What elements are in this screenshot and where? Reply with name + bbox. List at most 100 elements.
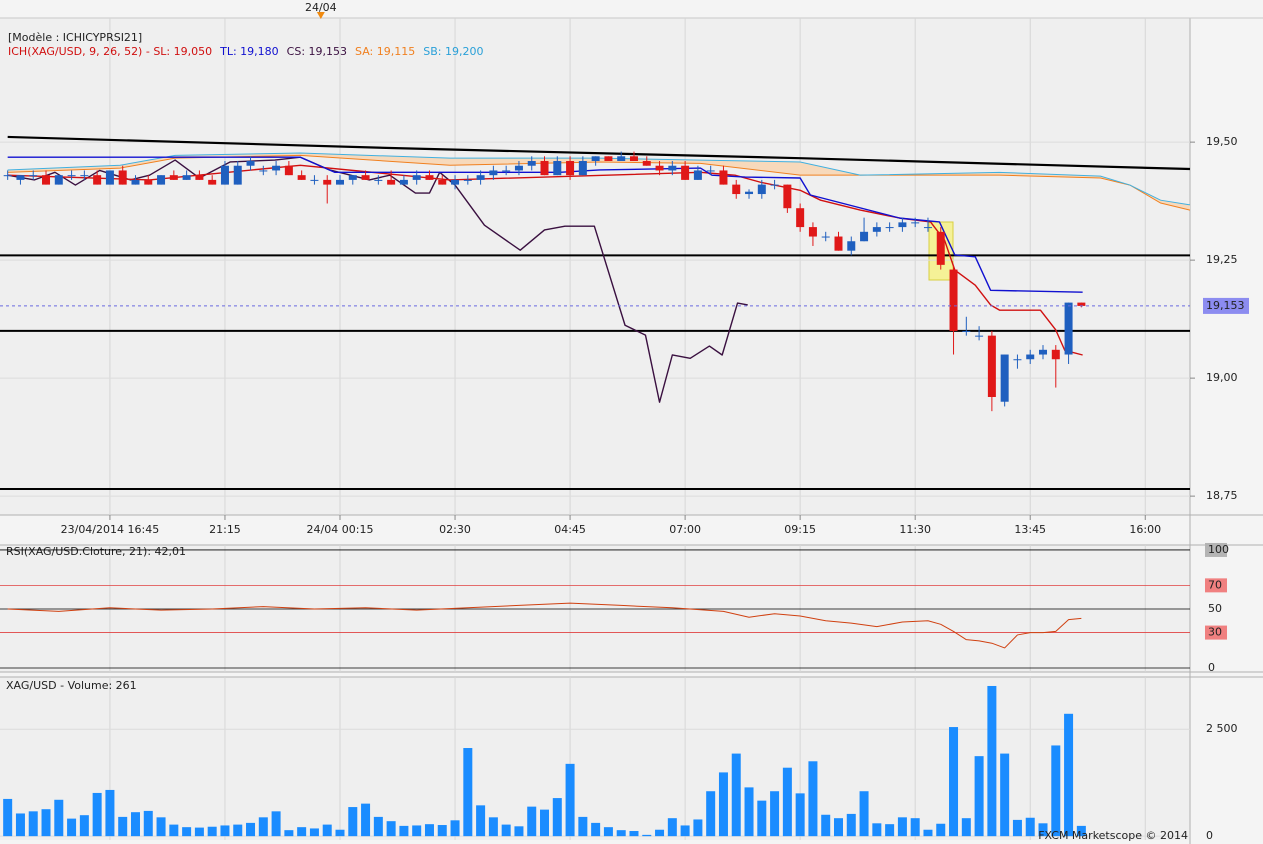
candle-body bbox=[681, 165, 690, 180]
y-tick-label: 18,75 bbox=[1206, 489, 1238, 502]
volume-bar bbox=[616, 830, 626, 837]
y-tick-label: 19,50 bbox=[1206, 135, 1238, 148]
candle-body bbox=[527, 161, 536, 166]
indicator-legend: ICH(XAG/USD, 9, 26, 52) - SL: 19,050 TL: … bbox=[8, 45, 483, 58]
y-tick-label: 2 500 bbox=[1206, 722, 1238, 735]
candle-body bbox=[80, 175, 89, 177]
day-marker-label: 24/04 bbox=[305, 1, 337, 14]
volume-bar bbox=[488, 817, 498, 837]
volume-bar bbox=[143, 810, 153, 837]
volume-bar bbox=[348, 807, 358, 837]
volume-bar bbox=[706, 791, 716, 837]
volume-bar bbox=[130, 812, 140, 837]
indicator-line bbox=[7, 156, 1083, 293]
volume-bar bbox=[552, 798, 562, 837]
volume-bar bbox=[1038, 823, 1048, 837]
volume-bar bbox=[3, 798, 13, 837]
candle-body bbox=[1039, 349, 1048, 355]
candle-body bbox=[67, 175, 76, 177]
candle-body bbox=[476, 175, 485, 180]
candle-body bbox=[566, 161, 575, 176]
volume-bar bbox=[54, 799, 64, 837]
legend-entry: ICH(XAG/USD, 9, 26, 52) - SL: 19,050 bbox=[8, 45, 212, 58]
volume-bar bbox=[156, 817, 166, 837]
rsi-tick-box bbox=[1205, 542, 1227, 557]
candle-body bbox=[1013, 359, 1022, 361]
candle-body bbox=[1051, 349, 1060, 360]
volume-bar bbox=[207, 826, 217, 837]
volume-bar bbox=[565, 763, 575, 837]
candle-body bbox=[169, 175, 178, 180]
candle-body bbox=[259, 170, 268, 172]
y-tick-label: 30 bbox=[1208, 626, 1222, 639]
volume-bar bbox=[1012, 819, 1022, 837]
candle-body bbox=[706, 170, 715, 172]
candle-body bbox=[361, 175, 370, 180]
volume-bar bbox=[744, 787, 754, 837]
watermark: FXCM Marketscope © 2014 bbox=[1038, 829, 1188, 842]
candle-body bbox=[29, 175, 38, 177]
candle-body bbox=[936, 231, 945, 265]
candle-body bbox=[297, 175, 306, 180]
volume-bar bbox=[693, 819, 703, 837]
candle-body bbox=[642, 161, 651, 166]
candle-body bbox=[668, 165, 677, 171]
rsi-panel bbox=[0, 545, 1190, 672]
volume-bar bbox=[846, 813, 856, 837]
candle-body bbox=[540, 161, 549, 176]
volume-bar bbox=[949, 727, 959, 837]
candle-body bbox=[144, 179, 153, 185]
y-tick-label: 70 bbox=[1208, 578, 1222, 591]
candle-body bbox=[272, 165, 281, 171]
candle-body bbox=[719, 170, 728, 185]
senkou-line bbox=[7, 152, 1191, 206]
candle-body bbox=[42, 175, 51, 185]
volume-bar bbox=[718, 772, 728, 837]
volume-bar bbox=[297, 827, 307, 837]
x-tick-label: 11:30 bbox=[899, 523, 931, 536]
candle-body bbox=[885, 227, 894, 229]
volume-bar bbox=[15, 813, 25, 837]
x-tick-label: 02:30 bbox=[439, 523, 471, 536]
volume-bar bbox=[258, 817, 268, 837]
candle-body bbox=[553, 161, 562, 176]
x-tick-label: 21:15 bbox=[209, 523, 241, 536]
rsi-tick-box bbox=[1205, 625, 1227, 640]
candle-body bbox=[502, 170, 511, 172]
volume-bar bbox=[961, 818, 971, 837]
indicator-line bbox=[7, 156, 748, 403]
volume-bar bbox=[169, 824, 179, 837]
volume-bar bbox=[182, 827, 192, 837]
volume-bar bbox=[782, 767, 792, 837]
volume-bar bbox=[322, 824, 332, 837]
volume-bar bbox=[233, 824, 243, 837]
volume-bar bbox=[118, 816, 128, 837]
volume-bar bbox=[373, 816, 383, 837]
candle-body bbox=[310, 179, 319, 181]
candle-body bbox=[834, 236, 843, 251]
volume-bar bbox=[220, 825, 230, 837]
candle-body bbox=[489, 170, 498, 176]
volume-bar bbox=[885, 824, 895, 837]
main-panel bbox=[0, 18, 1190, 515]
candle-body bbox=[796, 208, 805, 228]
candle-body bbox=[629, 156, 638, 162]
volume-bar bbox=[578, 816, 588, 837]
candle-body bbox=[770, 184, 779, 186]
candle-body bbox=[451, 179, 460, 185]
candle-body bbox=[220, 165, 229, 185]
volume-bar bbox=[629, 831, 639, 837]
model-label: [Modèle : ICHICYPRSI21] bbox=[8, 31, 142, 44]
volume-bar bbox=[680, 825, 690, 837]
x-tick-label: 09:15 bbox=[784, 523, 816, 536]
candle-body bbox=[604, 156, 613, 162]
candle-body bbox=[923, 227, 932, 229]
volume-bar bbox=[936, 823, 946, 837]
candle-body bbox=[578, 161, 587, 176]
volume-bar bbox=[463, 748, 473, 837]
volume-panel bbox=[0, 677, 1190, 840]
candle-body bbox=[872, 227, 881, 232]
candle-body bbox=[93, 175, 102, 185]
